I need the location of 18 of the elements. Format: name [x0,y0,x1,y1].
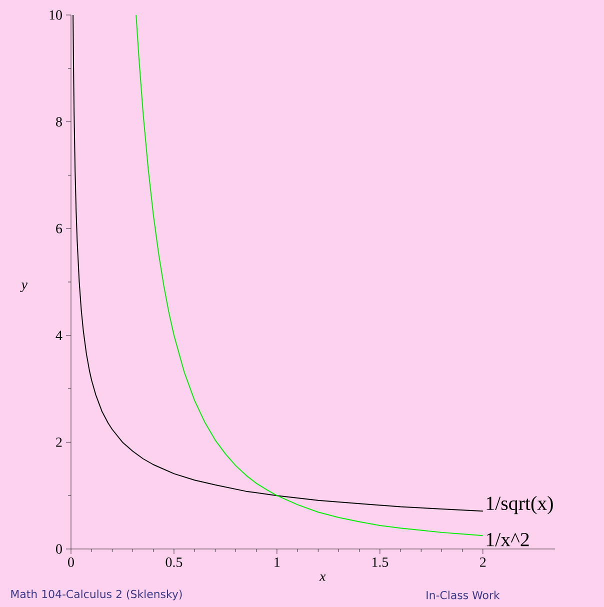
y-tick-label: 6 [56,224,62,234]
x-tick-label: 2 [480,558,486,567]
series-label: 1/sqrt(x) [486,496,553,514]
line-series [136,14,484,536]
x-tick-label: 0 [68,558,74,567]
x-tick-label: 1 [274,558,280,567]
x-axis-title: x [319,574,326,581]
x-tick-label: 1.5 [372,558,388,567]
text: Math 104-Calculus 2 (Sklensky) [11,590,182,600]
text: In-Class Work [426,590,500,600]
y-tick-label: 8 [56,117,62,126]
y-tick-label: 10 [50,10,62,20]
y-tick-label: 4 [56,330,62,340]
x-tick-label: 0.5 [166,558,182,567]
series-label: 1/x^2 [486,532,529,546]
y-axis-title: y [20,282,28,292]
y-tick-label: 0 [56,544,62,554]
y-tick-label: 2 [56,438,62,447]
